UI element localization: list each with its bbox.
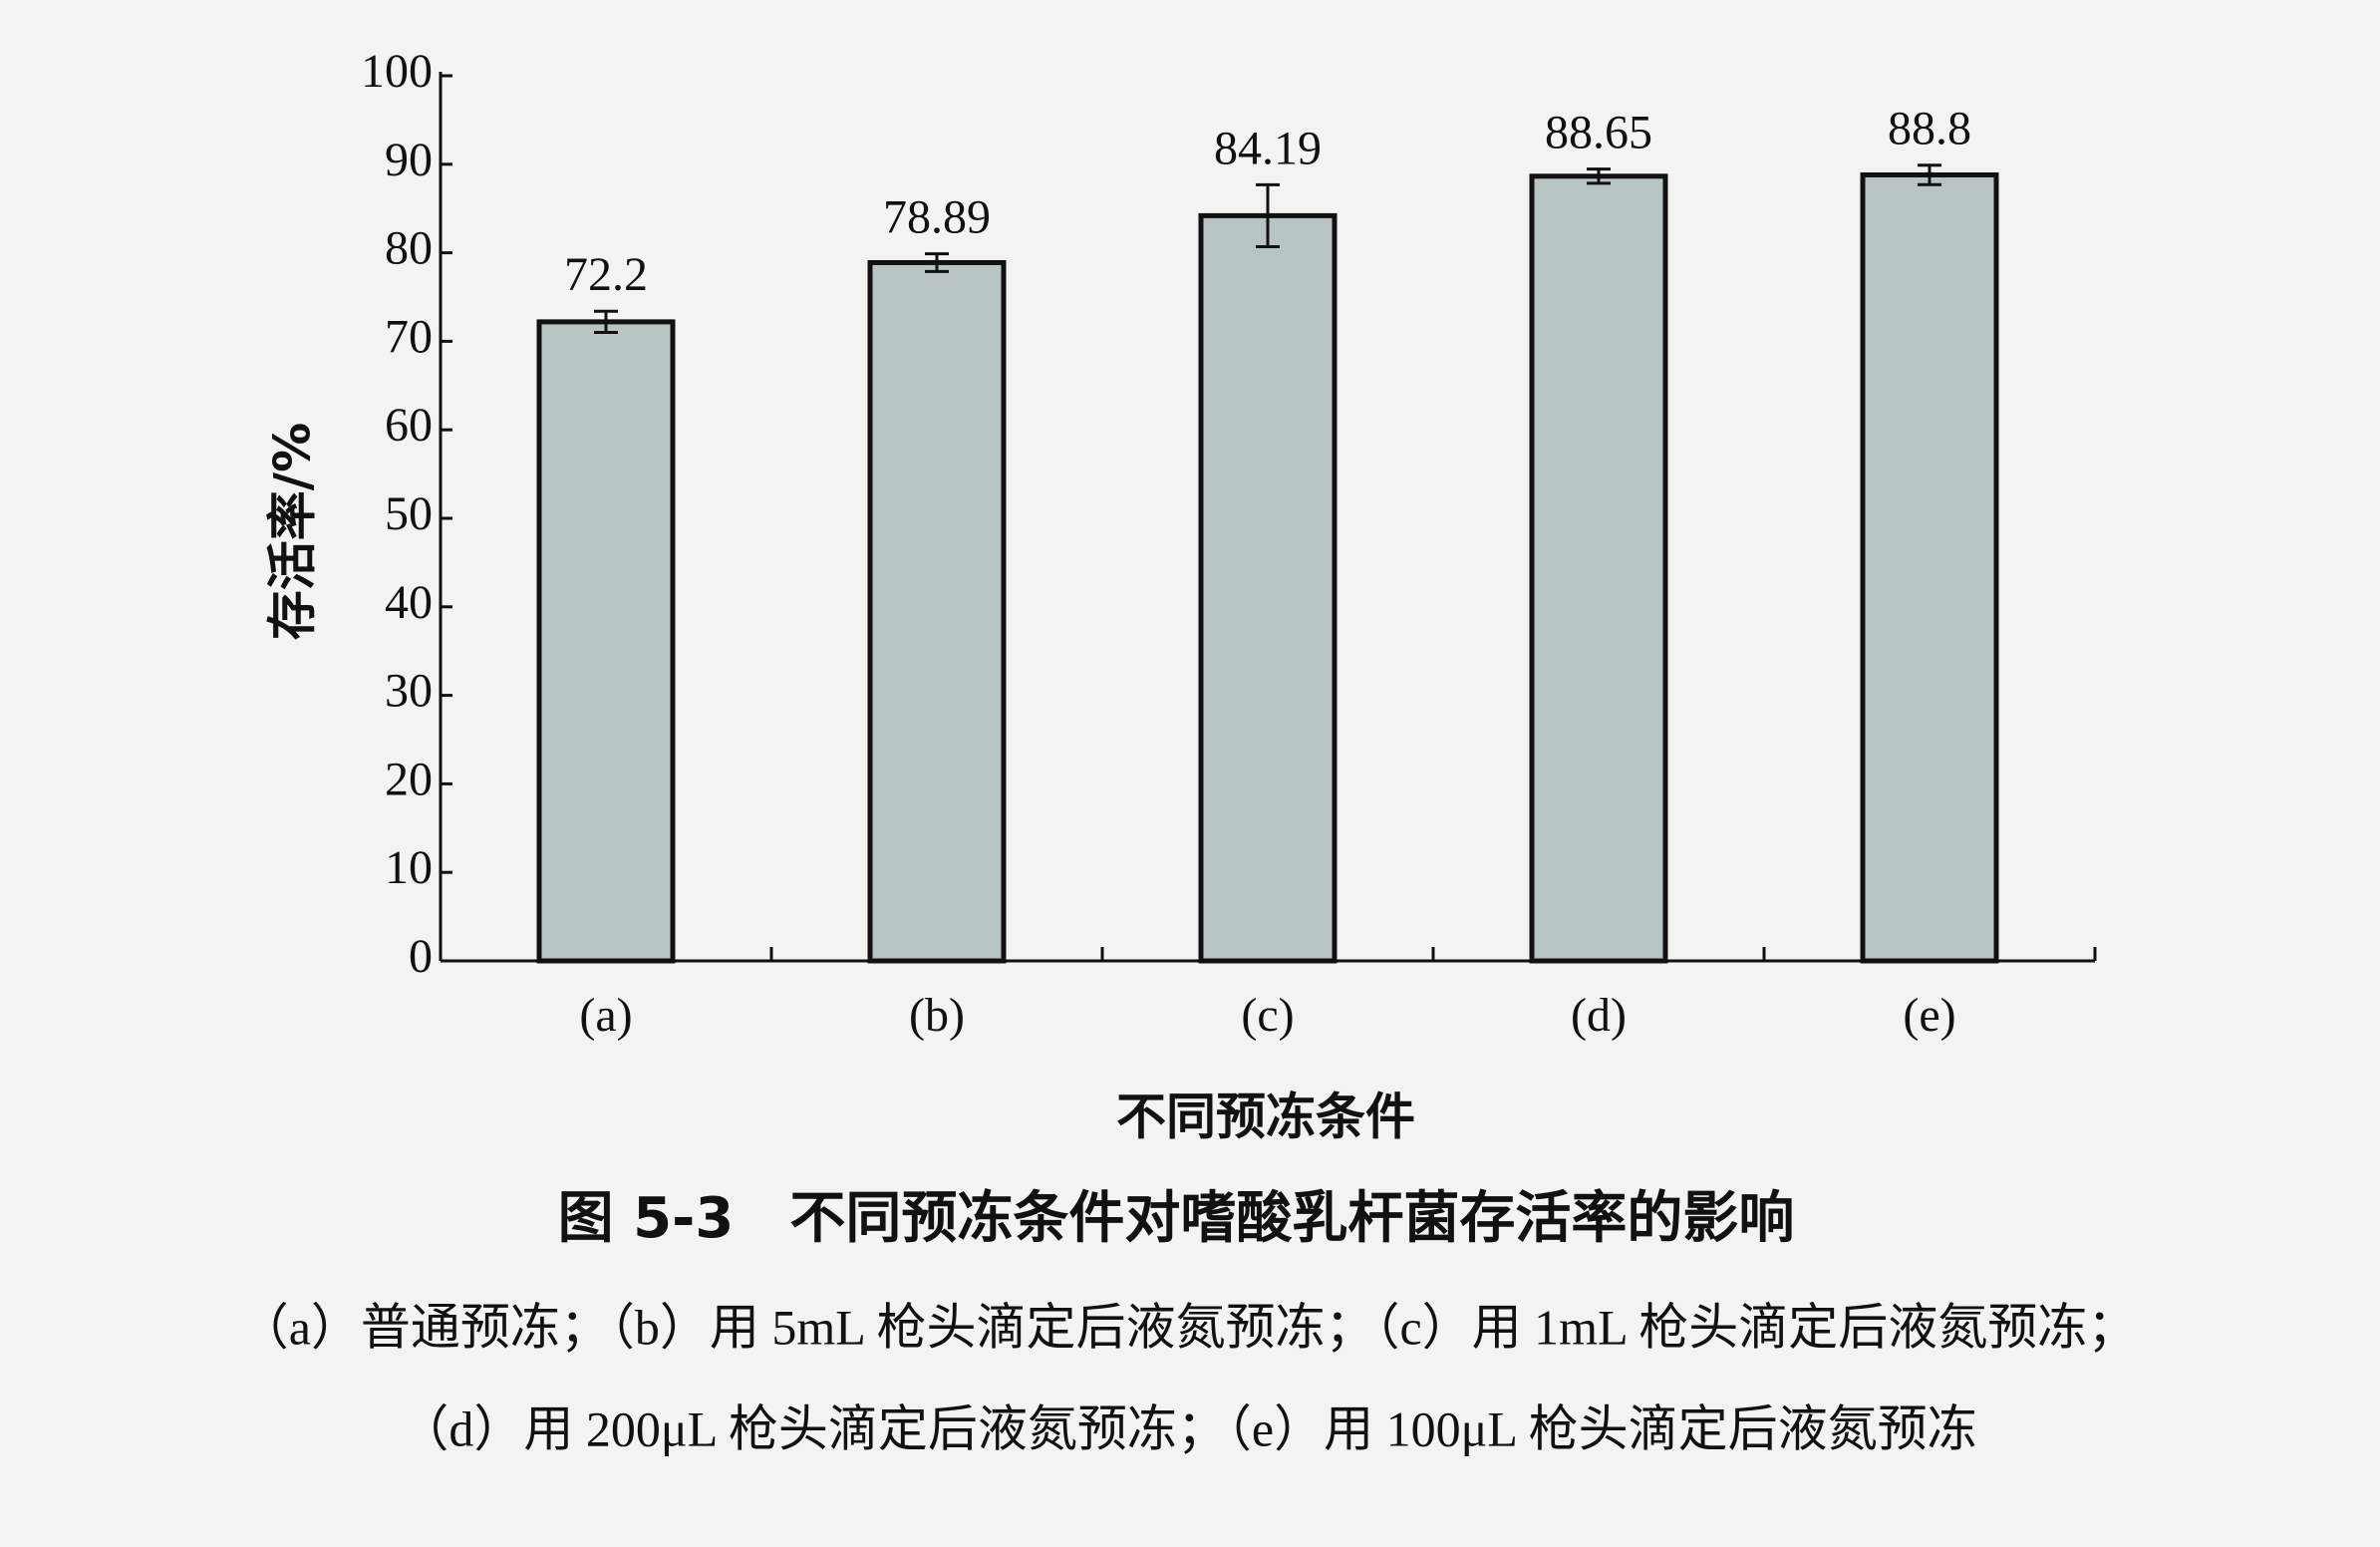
y-tick-label: 70 xyxy=(385,310,433,363)
error-bar xyxy=(925,252,949,273)
y-tick-label: 10 xyxy=(385,841,433,894)
value-label: 84.19 xyxy=(1214,122,1322,174)
bar xyxy=(867,259,1007,964)
x-tick-label: (e) xyxy=(1903,989,1955,1042)
caption-note: （d）用 200μL 枪头滴定后液氮预冻；（e）用 100μL 枪头滴定后液氮预… xyxy=(399,1400,1976,1456)
x-tick-label: (d) xyxy=(1571,989,1627,1042)
value-label: 88.65 xyxy=(1545,107,1652,159)
value-label: 88.8 xyxy=(1888,103,1971,155)
y-tick-label: 30 xyxy=(385,665,433,718)
y-tick-label: 50 xyxy=(385,487,433,540)
error-bar xyxy=(1918,163,1941,186)
caption-note: （a）普通预冻；（b）用 5mL 枪头滴定后液氮预冻；（c）用 1mL 枪头滴定… xyxy=(239,1299,2138,1355)
y-axis-title: 存活率/% xyxy=(264,423,322,640)
y-tick-label: 0 xyxy=(409,930,433,983)
value-label: 72.2 xyxy=(564,248,648,301)
y-tick-label: 60 xyxy=(385,399,433,452)
y-tick-label: 90 xyxy=(385,134,433,186)
x-tick-label: (b) xyxy=(909,989,965,1042)
bar xyxy=(1198,212,1338,964)
x-tick-label: (c) xyxy=(1241,989,1294,1042)
bar xyxy=(536,319,676,964)
bar xyxy=(1529,173,1668,964)
error-bar xyxy=(1256,182,1280,248)
bar xyxy=(1860,171,1999,964)
x-tick-label: (a) xyxy=(579,989,632,1042)
y-tick-label: 100 xyxy=(361,45,433,98)
y-tick-label: 20 xyxy=(385,753,433,805)
y-tick-label: 80 xyxy=(385,222,433,275)
figure-caption: 图 5-3 不同预冻条件对嗜酸乳杆菌存活率的影响 xyxy=(558,1186,1795,1251)
error-bar xyxy=(594,309,618,335)
x-axis-title: 不同预冻条件 xyxy=(1116,1088,1415,1146)
y-tick-label: 40 xyxy=(385,576,433,629)
error-bar xyxy=(1587,167,1611,185)
value-label: 78.89 xyxy=(883,191,991,244)
